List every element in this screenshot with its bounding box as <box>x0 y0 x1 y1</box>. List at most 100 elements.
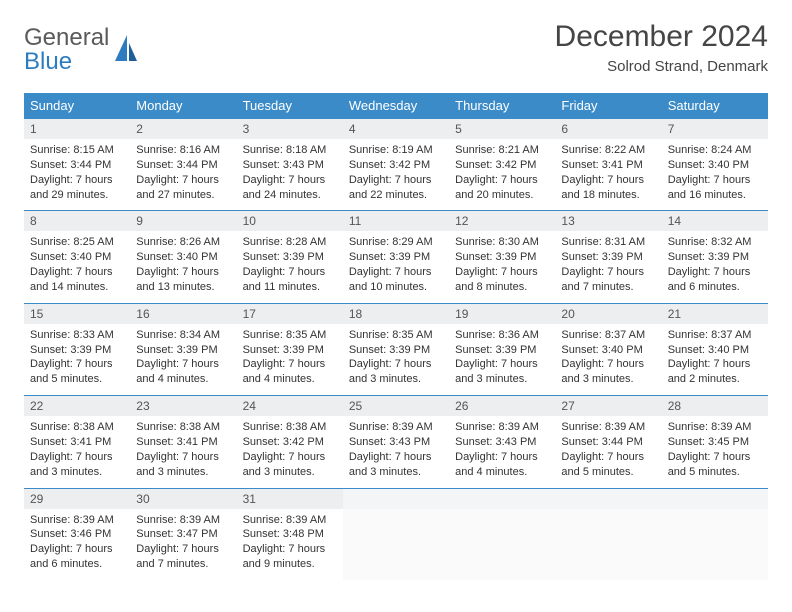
day-cell: Sunrise: 8:34 AMSunset: 3:39 PMDaylight:… <box>130 324 236 396</box>
day-number-row: 891011121314 <box>24 211 768 232</box>
daylight-text: Daylight: 7 hours and 4 minutes. <box>455 450 549 480</box>
daylight-text: Daylight: 7 hours and 7 minutes. <box>136 542 230 572</box>
daylight-text: Daylight: 7 hours and 3 minutes. <box>561 357 655 387</box>
sunset-text: Sunset: 3:39 PM <box>455 250 549 265</box>
sunset-text: Sunset: 3:43 PM <box>349 435 443 450</box>
day-cell: Sunrise: 8:37 AMSunset: 3:40 PMDaylight:… <box>555 324 661 396</box>
daylight-text: Daylight: 7 hours and 3 minutes. <box>349 450 443 480</box>
day-cell: Sunrise: 8:38 AMSunset: 3:41 PMDaylight:… <box>24 416 130 488</box>
sunset-text: Sunset: 3:41 PM <box>30 435 124 450</box>
daylight-text: Daylight: 7 hours and 7 minutes. <box>561 265 655 295</box>
daylight-text: Daylight: 7 hours and 29 minutes. <box>30 173 124 203</box>
daylight-text: Daylight: 7 hours and 8 minutes. <box>455 265 549 295</box>
daylight-text: Daylight: 7 hours and 16 minutes. <box>668 173 762 203</box>
empty-cell <box>449 509 555 580</box>
day-cell: Sunrise: 8:39 AMSunset: 3:45 PMDaylight:… <box>662 416 768 488</box>
sunset-text: Sunset: 3:39 PM <box>349 343 443 358</box>
day-number: 15 <box>24 303 130 324</box>
sunrise-text: Sunrise: 8:37 AM <box>561 328 655 343</box>
day-cell: Sunrise: 8:22 AMSunset: 3:41 PMDaylight:… <box>555 139 661 211</box>
sunrise-text: Sunrise: 8:19 AM <box>349 143 443 158</box>
sunset-text: Sunset: 3:44 PM <box>136 158 230 173</box>
day-number-row: 1234567 <box>24 119 768 140</box>
sunrise-text: Sunrise: 8:34 AM <box>136 328 230 343</box>
sunrise-text: Sunrise: 8:33 AM <box>30 328 124 343</box>
sunset-text: Sunset: 3:42 PM <box>243 435 337 450</box>
daylight-text: Daylight: 7 hours and 9 minutes. <box>243 542 337 572</box>
sunset-text: Sunset: 3:43 PM <box>455 435 549 450</box>
brand-part1: General <box>24 24 109 51</box>
sunset-text: Sunset: 3:39 PM <box>349 250 443 265</box>
day-number: 4 <box>343 119 449 140</box>
sunrise-text: Sunrise: 8:39 AM <box>136 513 230 528</box>
day-number: 31 <box>237 488 343 509</box>
empty-cell <box>662 488 768 509</box>
daylight-text: Daylight: 7 hours and 6 minutes. <box>668 265 762 295</box>
page-subtitle: Solrod Strand, Denmark <box>555 58 768 75</box>
daylight-text: Daylight: 7 hours and 3 minutes. <box>30 450 124 480</box>
day-cell: Sunrise: 8:18 AMSunset: 3:43 PMDaylight:… <box>237 139 343 211</box>
sunrise-text: Sunrise: 8:39 AM <box>455 420 549 435</box>
day-number: 30 <box>130 488 236 509</box>
sunset-text: Sunset: 3:39 PM <box>136 343 230 358</box>
sunrise-text: Sunrise: 8:35 AM <box>349 328 443 343</box>
sunset-text: Sunset: 3:40 PM <box>30 250 124 265</box>
day-number-row: 293031 <box>24 488 768 509</box>
daylight-text: Daylight: 7 hours and 4 minutes. <box>136 357 230 387</box>
sunrise-text: Sunrise: 8:39 AM <box>668 420 762 435</box>
sunset-text: Sunset: 3:40 PM <box>561 343 655 358</box>
day-number: 18 <box>343 303 449 324</box>
daylight-text: Daylight: 7 hours and 3 minutes. <box>349 357 443 387</box>
brand-logo: General Blue <box>24 26 139 74</box>
day-number: 27 <box>555 396 661 417</box>
sunrise-text: Sunrise: 8:39 AM <box>349 420 443 435</box>
daylight-text: Daylight: 7 hours and 13 minutes. <box>136 265 230 295</box>
sunset-text: Sunset: 3:40 PM <box>668 343 762 358</box>
sunrise-text: Sunrise: 8:15 AM <box>30 143 124 158</box>
day-cell: Sunrise: 8:15 AMSunset: 3:44 PMDaylight:… <box>24 139 130 211</box>
page-header: General Blue December 2024 Solrod Strand… <box>24 20 768 75</box>
weekday-header: Wednesday <box>343 93 449 119</box>
day-number: 25 <box>343 396 449 417</box>
daylight-text: Daylight: 7 hours and 11 minutes. <box>243 265 337 295</box>
daylight-text: Daylight: 7 hours and 14 minutes. <box>30 265 124 295</box>
day-cell: Sunrise: 8:16 AMSunset: 3:44 PMDaylight:… <box>130 139 236 211</box>
daylight-text: Daylight: 7 hours and 5 minutes. <box>30 357 124 387</box>
page-title: December 2024 <box>555 20 768 54</box>
weekday-header: Saturday <box>662 93 768 119</box>
day-number: 22 <box>24 396 130 417</box>
day-number: 20 <box>555 303 661 324</box>
daylight-text: Daylight: 7 hours and 3 minutes. <box>455 357 549 387</box>
weekday-header: Monday <box>130 93 236 119</box>
sunset-text: Sunset: 3:48 PM <box>243 527 337 542</box>
day-number: 7 <box>662 119 768 140</box>
day-cell: Sunrise: 8:31 AMSunset: 3:39 PMDaylight:… <box>555 231 661 303</box>
day-cell: Sunrise: 8:37 AMSunset: 3:40 PMDaylight:… <box>662 324 768 396</box>
day-cell: Sunrise: 8:30 AMSunset: 3:39 PMDaylight:… <box>449 231 555 303</box>
day-number: 5 <box>449 119 555 140</box>
day-cell: Sunrise: 8:29 AMSunset: 3:39 PMDaylight:… <box>343 231 449 303</box>
day-number: 17 <box>237 303 343 324</box>
daylight-text: Daylight: 7 hours and 5 minutes. <box>561 450 655 480</box>
sunset-text: Sunset: 3:39 PM <box>561 250 655 265</box>
sunset-text: Sunset: 3:44 PM <box>561 435 655 450</box>
sunset-text: Sunset: 3:39 PM <box>455 343 549 358</box>
sunrise-text: Sunrise: 8:39 AM <box>30 513 124 528</box>
sunset-text: Sunset: 3:40 PM <box>668 158 762 173</box>
day-cell: Sunrise: 8:38 AMSunset: 3:42 PMDaylight:… <box>237 416 343 488</box>
sunset-text: Sunset: 3:42 PM <box>349 158 443 173</box>
day-cell: Sunrise: 8:28 AMSunset: 3:39 PMDaylight:… <box>237 231 343 303</box>
sunrise-text: Sunrise: 8:38 AM <box>243 420 337 435</box>
weekday-header: Thursday <box>449 93 555 119</box>
empty-cell <box>555 509 661 580</box>
day-number: 12 <box>449 211 555 232</box>
sunrise-text: Sunrise: 8:39 AM <box>243 513 337 528</box>
sail-icon <box>113 33 139 68</box>
weekday-header: Friday <box>555 93 661 119</box>
day-number: 24 <box>237 396 343 417</box>
sunrise-text: Sunrise: 8:38 AM <box>30 420 124 435</box>
daylight-text: Daylight: 7 hours and 4 minutes. <box>243 357 337 387</box>
day-number: 21 <box>662 303 768 324</box>
day-cell: Sunrise: 8:19 AMSunset: 3:42 PMDaylight:… <box>343 139 449 211</box>
daylight-text: Daylight: 7 hours and 18 minutes. <box>561 173 655 203</box>
